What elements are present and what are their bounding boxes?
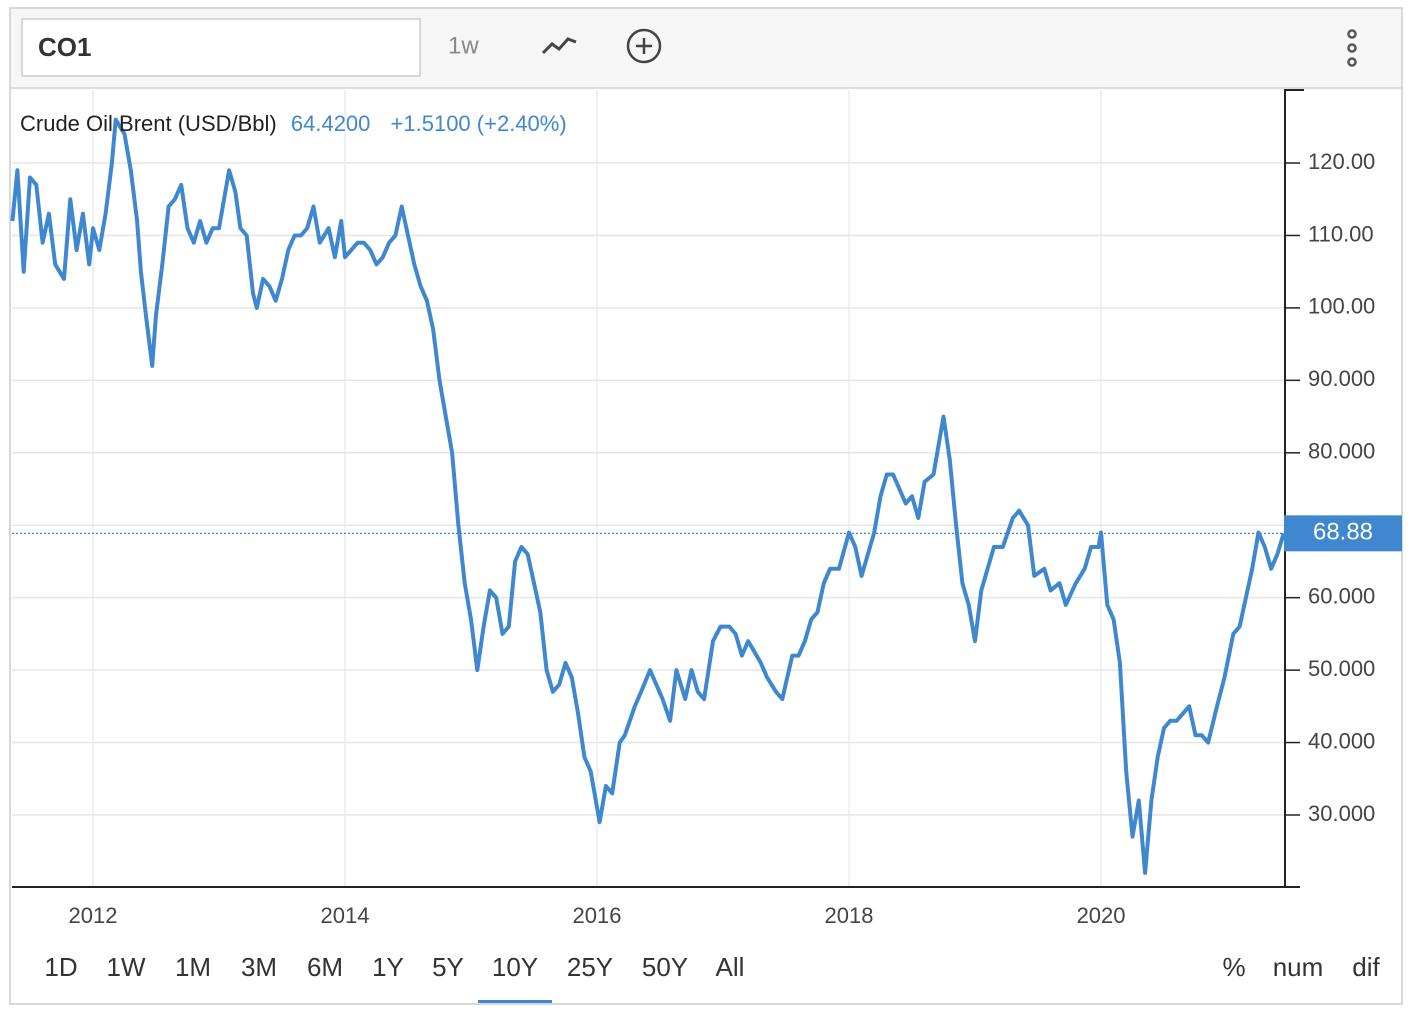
symbol-input[interactable] bbox=[21, 18, 421, 77]
y-tick-label: 50.000 bbox=[1308, 656, 1375, 681]
chart-type-icon[interactable] bbox=[541, 37, 577, 55]
range-button[interactable]: 1M bbox=[175, 952, 211, 982]
add-icon-plus bbox=[636, 38, 652, 54]
x-tick-label: 2012 bbox=[69, 903, 118, 928]
frame bbox=[9, 7, 1403, 1005]
mode-button[interactable]: dif bbox=[1352, 952, 1380, 982]
last-value-badge bbox=[1284, 515, 1402, 552]
range-button[interactable]: 5Y bbox=[432, 952, 464, 982]
change: +1.5100 (+2.40%) bbox=[391, 111, 567, 136]
range-button[interactable]: 1Y bbox=[372, 952, 404, 982]
range-button[interactable]: 6M bbox=[307, 952, 343, 982]
chart-header: Crude Oil Brent (USD/Bbl) 64.4200 +1.510… bbox=[20, 111, 567, 136]
add-icon[interactable] bbox=[626, 28, 662, 64]
y-tick-label: 30.000 bbox=[1308, 801, 1375, 826]
price: 64.4200 bbox=[291, 111, 371, 136]
x-tick-label: 2020 bbox=[1077, 903, 1126, 928]
y-tick-label: 80.000 bbox=[1308, 439, 1375, 464]
price-line bbox=[10, 117, 1286, 875]
interval[interactable]: 1w bbox=[448, 32, 479, 59]
range-button[interactable]: All bbox=[716, 952, 745, 982]
series-name: Crude Oil Brent (USD/Bbl) bbox=[20, 111, 277, 136]
range-button[interactable]: 50Y bbox=[642, 952, 688, 982]
last-value-label: 68.88 bbox=[1313, 519, 1373, 546]
range-underline bbox=[478, 1000, 552, 1003]
symbol[interactable]: CO1 bbox=[38, 32, 91, 62]
y-tick-label: 110.00 bbox=[1308, 221, 1374, 246]
plot: 2012 2014 2016 2018 2020 30.000 40.000 50.000 60… bbox=[10, 89, 1402, 928]
y-tick-label: 90.000 bbox=[1308, 366, 1375, 391]
x-tick-label: 2018 bbox=[825, 903, 874, 928]
range-button[interactable]: 3M bbox=[241, 952, 277, 982]
mode-button[interactable]: % bbox=[1222, 952, 1245, 982]
range-button[interactable]: 1D bbox=[44, 952, 77, 982]
range-button[interactable]: 25Y bbox=[567, 952, 613, 982]
menu-icon[interactable] bbox=[1347, 29, 1357, 67]
y-tick-label: 60.000 bbox=[1308, 583, 1375, 608]
y-tick-label: 120.00 bbox=[1308, 149, 1375, 174]
range-button[interactable]: 10Y bbox=[492, 952, 538, 982]
x-tick-label: 2014 bbox=[321, 903, 370, 928]
x-tick-label: 2016 bbox=[573, 903, 622, 928]
mode-button[interactable]: num bbox=[1273, 952, 1324, 982]
y-tick-label: 40.000 bbox=[1308, 728, 1375, 753]
y-tick-label: 100.00 bbox=[1308, 294, 1375, 319]
range-button[interactable]: 1W bbox=[107, 952, 146, 982]
